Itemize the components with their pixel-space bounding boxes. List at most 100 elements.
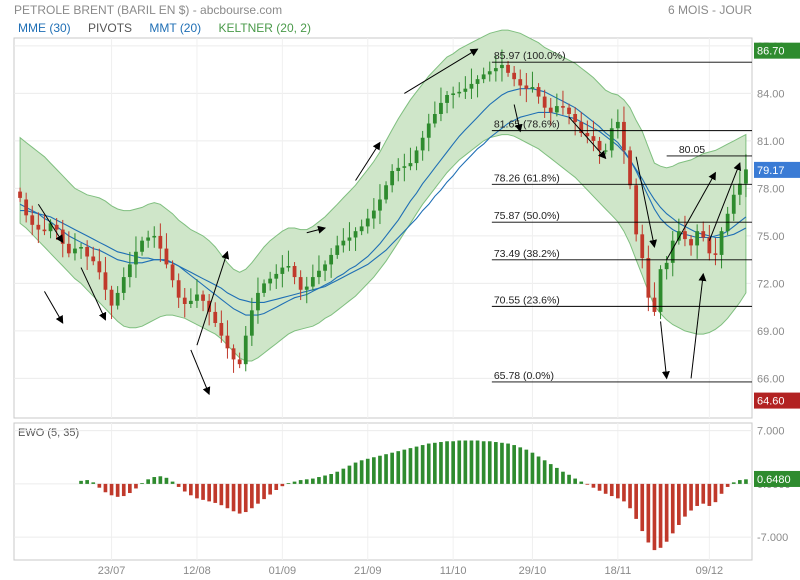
- fib-level-label: 73.49 (38.2%): [494, 248, 560, 260]
- trend-arrow: [355, 141, 381, 181]
- ewo-bar: [201, 483, 205, 500]
- fib-level-label: 75.87 (50.0%): [494, 210, 560, 222]
- price-tick-label: 72.00: [757, 278, 785, 290]
- price-tick-label: 84.00: [757, 88, 785, 100]
- ewo-bar: [298, 480, 303, 484]
- candle-body: [176, 280, 181, 298]
- ewo-bar: [372, 457, 376, 484]
- ewo-bar: [408, 448, 413, 484]
- candle-body: [48, 223, 53, 232]
- ewo-bar: [487, 441, 492, 484]
- trend-arrow: [666, 171, 716, 260]
- ewo-bar: [475, 440, 480, 484]
- price-tick-label: 69.00: [757, 326, 785, 338]
- ewo-bar: [128, 483, 132, 494]
- period-label[interactable]: 6 MOIS - JOUR: [667, 3, 752, 17]
- candle-body: [286, 266, 291, 268]
- candle-body: [432, 114, 437, 124]
- candle-body: [731, 194, 736, 214]
- ewo-bar: [689, 483, 693, 511]
- trend-arrow: [513, 104, 523, 133]
- candle-body: [744, 169, 748, 184]
- trend-arrow: [568, 116, 607, 160]
- candle-body: [195, 294, 199, 301]
- candle-body: [109, 289, 114, 306]
- ewo-bar: [451, 441, 455, 484]
- legend-pivots[interactable]: PIVOTS: [88, 21, 133, 35]
- candle-body: [689, 239, 693, 246]
- x-tick-label: 12/08: [183, 565, 211, 577]
- ewo-label: EWO (5, 35): [18, 427, 80, 439]
- legend-mmt[interactable]: MMT (20): [149, 21, 202, 35]
- ewo-bar: [213, 483, 218, 503]
- ewo-bar: [274, 483, 279, 490]
- candle-body: [347, 237, 352, 241]
- ewo-bar: [652, 483, 657, 551]
- ewo-bar: [378, 455, 382, 484]
- ewo-bar: [225, 483, 230, 509]
- price-badge: [754, 42, 800, 59]
- candle-body: [622, 121, 626, 151]
- candle-body: [573, 114, 578, 122]
- ewo-bar: [243, 483, 248, 513]
- ewo-bar: [738, 480, 742, 484]
- ewo-bar: [457, 440, 462, 484]
- ewo-bar: [414, 446, 419, 484]
- candle-body: [408, 163, 413, 167]
- legend-mme[interactable]: MME (30): [18, 21, 71, 35]
- ewo-bar: [713, 483, 718, 503]
- candle-body: [103, 272, 108, 290]
- candle-body: [213, 311, 218, 323]
- price-panel-frame: [13, 37, 753, 419]
- ewo-bar: [335, 471, 340, 484]
- ewo-bar: [658, 483, 663, 548]
- price-badge: [754, 392, 800, 409]
- ewo-bar: [433, 442, 437, 484]
- candle-body: [73, 248, 77, 254]
- candle-body: [201, 294, 205, 301]
- ewo-tick-label: -7.000: [757, 532, 788, 544]
- candle-body: [500, 64, 504, 69]
- ewo-bar: [616, 483, 620, 499]
- ewo-panel-frame: [13, 422, 753, 561]
- candle-body: [420, 137, 425, 151]
- candle-body: [469, 83, 474, 89]
- ewo-bar: [134, 483, 138, 489]
- candle-body: [115, 292, 120, 306]
- candle-body: [341, 240, 346, 246]
- candle-body: [79, 247, 83, 249]
- legend-keltner[interactable]: KELTNER (20, 2): [218, 21, 311, 35]
- candle-body: [298, 277, 303, 290]
- trend-arrow: [190, 349, 211, 396]
- candle-body: [567, 107, 571, 114]
- ewo-bar: [640, 483, 645, 532]
- ewo-bar: [262, 483, 266, 500]
- candle-body: [304, 286, 309, 290]
- x-tick-label: 29/10: [519, 565, 547, 577]
- ewo-bar: [591, 483, 596, 488]
- ewo-bar: [506, 443, 510, 484]
- trend-arrow: [44, 291, 64, 324]
- candle-body: [646, 258, 651, 298]
- x-tick-label: 09/12: [696, 565, 724, 577]
- candle-body: [30, 215, 35, 225]
- candle-body: [506, 64, 510, 73]
- candle-body: [262, 283, 266, 293]
- ewo-bar: [609, 483, 614, 497]
- candle-body: [591, 136, 596, 141]
- candle-body: [219, 323, 224, 336]
- ewo-bar: [329, 473, 333, 484]
- candle-body: [371, 210, 376, 219]
- candle-body: [475, 79, 480, 84]
- candle-body: [24, 199, 29, 216]
- ewo-bar: [250, 483, 254, 509]
- candle-body: [66, 243, 71, 254]
- candle-body: [664, 262, 669, 270]
- candle-body: [378, 199, 382, 211]
- ewo-bar: [170, 481, 175, 484]
- candle-body: [609, 128, 614, 151]
- candle-body: [512, 72, 517, 80]
- ewo-bar: [182, 483, 187, 492]
- ewo-bar: [304, 479, 309, 484]
